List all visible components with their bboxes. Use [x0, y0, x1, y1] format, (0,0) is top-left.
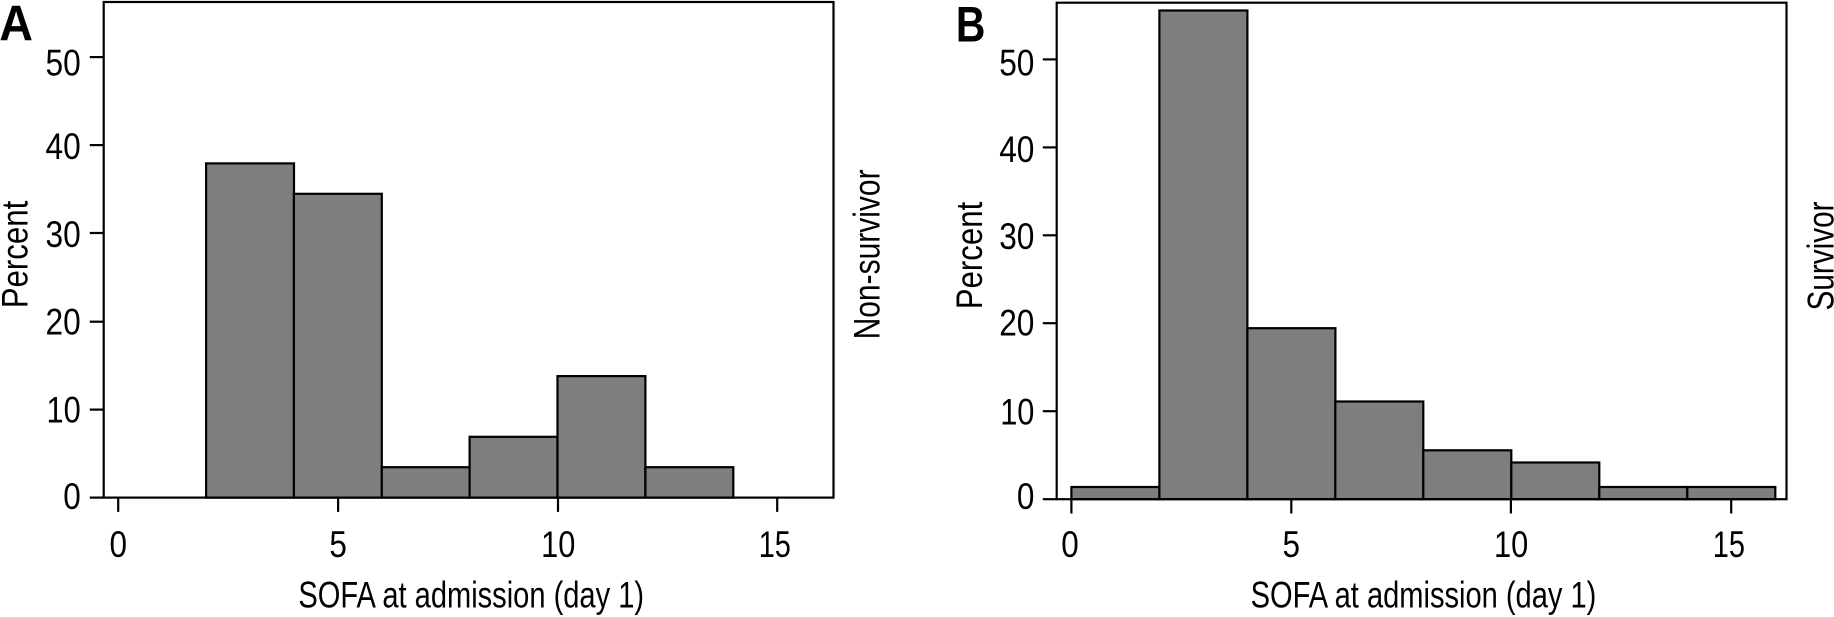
svg-text:5: 5	[329, 524, 347, 565]
svg-text:0: 0	[63, 476, 81, 517]
svg-text:Survivor: Survivor	[1800, 202, 1834, 311]
svg-text:0: 0	[109, 524, 127, 565]
svg-text:5: 5	[1283, 524, 1301, 565]
svg-text:0: 0	[1017, 476, 1035, 517]
svg-text:30: 30	[999, 216, 1034, 257]
svg-text:20: 20	[999, 303, 1034, 344]
svg-text:15: 15	[759, 524, 791, 565]
svg-text:40: 40	[46, 126, 81, 167]
svg-text:20: 20	[46, 302, 81, 343]
svg-text:Percent: Percent	[949, 201, 990, 309]
svg-text:30: 30	[46, 214, 81, 255]
svg-text:Non-survivor: Non-survivor	[846, 169, 887, 339]
svg-text:15: 15	[1713, 524, 1745, 565]
svg-text:50: 50	[46, 42, 81, 83]
svg-text:10: 10	[1494, 524, 1528, 565]
svg-text:A: A	[0, 0, 33, 52]
svg-text:40: 40	[999, 129, 1034, 170]
svg-text:10: 10	[1000, 391, 1034, 432]
svg-text:SOFA at admission (day 1): SOFA at admission (day 1)	[298, 574, 644, 615]
svg-text:10: 10	[541, 524, 575, 565]
svg-text:50: 50	[999, 43, 1034, 84]
svg-text:Percent: Percent	[0, 200, 36, 308]
svg-text:0: 0	[1061, 524, 1079, 565]
svg-text:SOFA at admission (day 1): SOFA at admission (day 1)	[1251, 575, 1597, 616]
svg-text:B: B	[956, 0, 986, 53]
svg-text:10: 10	[47, 389, 81, 430]
